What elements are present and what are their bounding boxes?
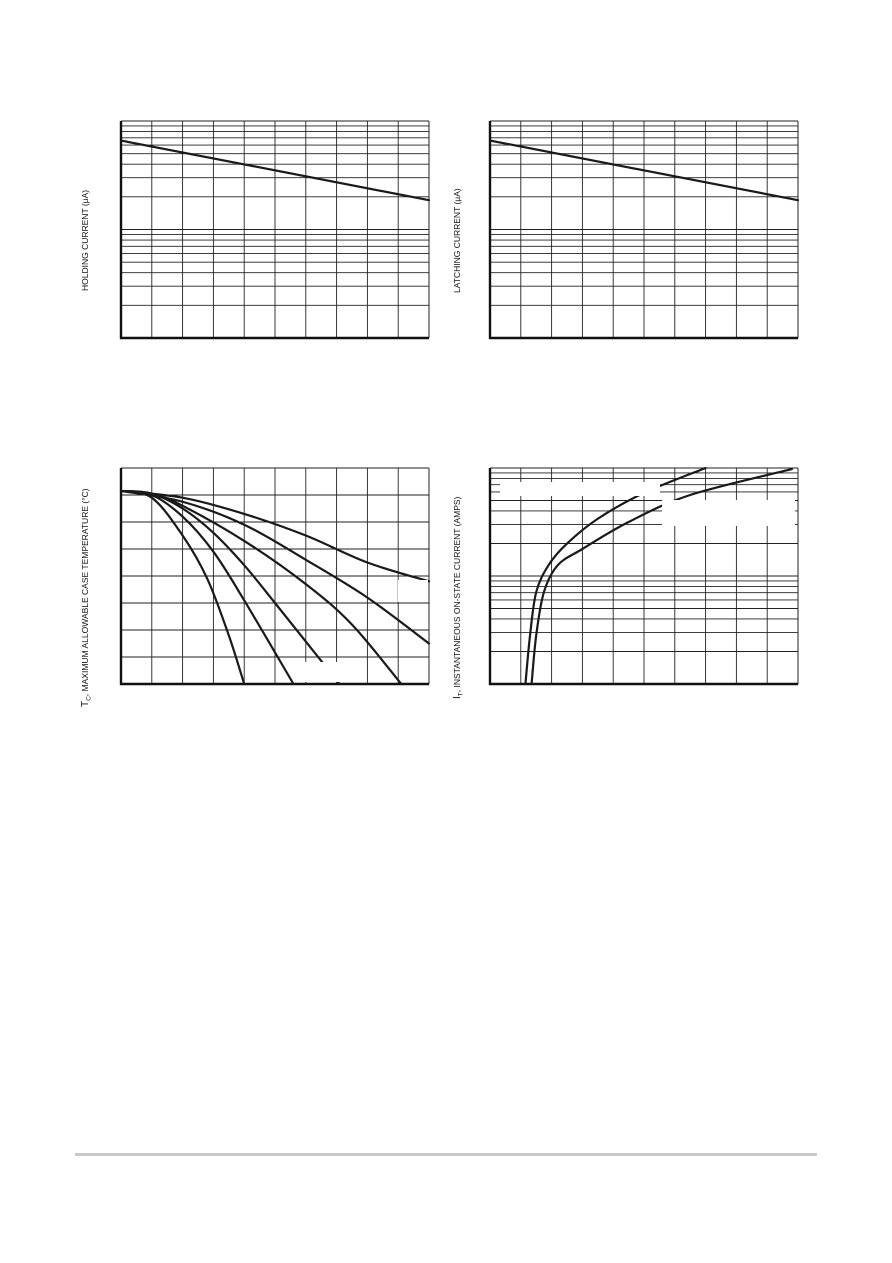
latching-current-plot (488, 120, 800, 340)
series-line-5 (119, 489, 431, 645)
legend-mask (500, 482, 660, 496)
series-line-2 (530, 467, 793, 686)
series-line-6 (119, 489, 431, 583)
holding-current-plot (119, 120, 431, 340)
legend-mask (662, 500, 795, 526)
on-state-current-plot (488, 466, 799, 686)
legend-mask (398, 580, 428, 602)
grid (121, 121, 429, 338)
series-line-1 (488, 139, 800, 202)
case-temperature-plot (119, 467, 431, 686)
series-line-1 (119, 139, 431, 202)
grid (490, 121, 798, 338)
footer-divider (75, 1153, 817, 1156)
legend-mask (296, 662, 340, 682)
